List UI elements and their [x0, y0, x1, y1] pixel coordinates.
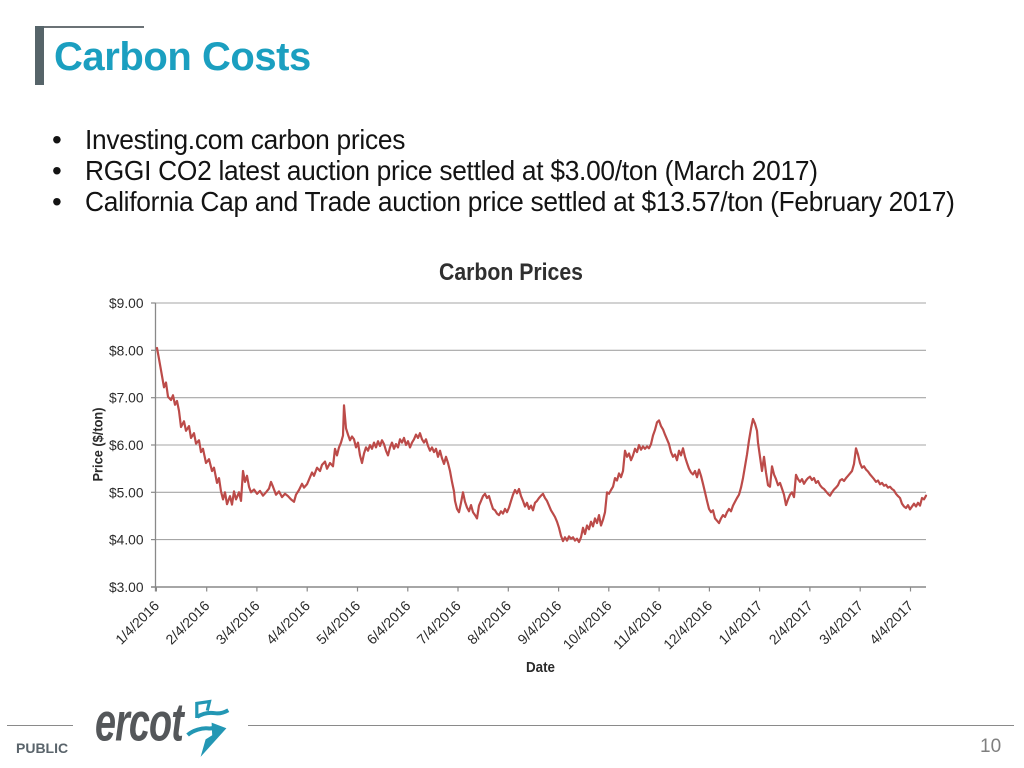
svg-text:Price ($/ton): Price ($/ton): [91, 408, 106, 482]
svg-text:4/4/2016: 4/4/2016: [263, 597, 313, 647]
svg-text:12/4/2016: 12/4/2016: [660, 597, 715, 652]
svg-text:10/4/2016: 10/4/2016: [560, 597, 615, 652]
svg-text:2/4/2016: 2/4/2016: [162, 597, 212, 647]
svg-text:3/4/2017: 3/4/2017: [816, 597, 866, 647]
svg-text:8/4/2016: 8/4/2016: [464, 597, 514, 647]
svg-text:Carbon Prices: Carbon Prices: [439, 259, 583, 286]
svg-text:9/4/2016: 9/4/2016: [514, 597, 564, 647]
svg-text:$6.00: $6.00: [109, 437, 144, 453]
svg-text:2/4/2017: 2/4/2017: [766, 597, 816, 647]
svg-text:1/4/2016: 1/4/2016: [112, 597, 162, 647]
svg-text:1/4/2017: 1/4/2017: [715, 597, 765, 647]
svg-text:$8.00: $8.00: [109, 342, 144, 358]
svg-text:4/4/2017: 4/4/2017: [866, 597, 916, 647]
svg-text:$7.00: $7.00: [109, 390, 144, 406]
svg-text:11/4/2016: 11/4/2016: [610, 597, 665, 652]
svg-text:3/4/2016: 3/4/2016: [213, 597, 263, 647]
svg-text:$3.00: $3.00: [109, 579, 144, 595]
svg-text:5/4/2016: 5/4/2016: [313, 597, 363, 647]
svg-text:$4.00: $4.00: [109, 532, 144, 548]
svg-text:Date: Date: [526, 659, 555, 676]
svg-text:7/4/2016: 7/4/2016: [414, 597, 464, 647]
svg-text:$9.00: $9.00: [109, 295, 144, 311]
svg-text:6/4/2016: 6/4/2016: [363, 597, 413, 647]
svg-text:$5.00: $5.00: [109, 484, 144, 500]
